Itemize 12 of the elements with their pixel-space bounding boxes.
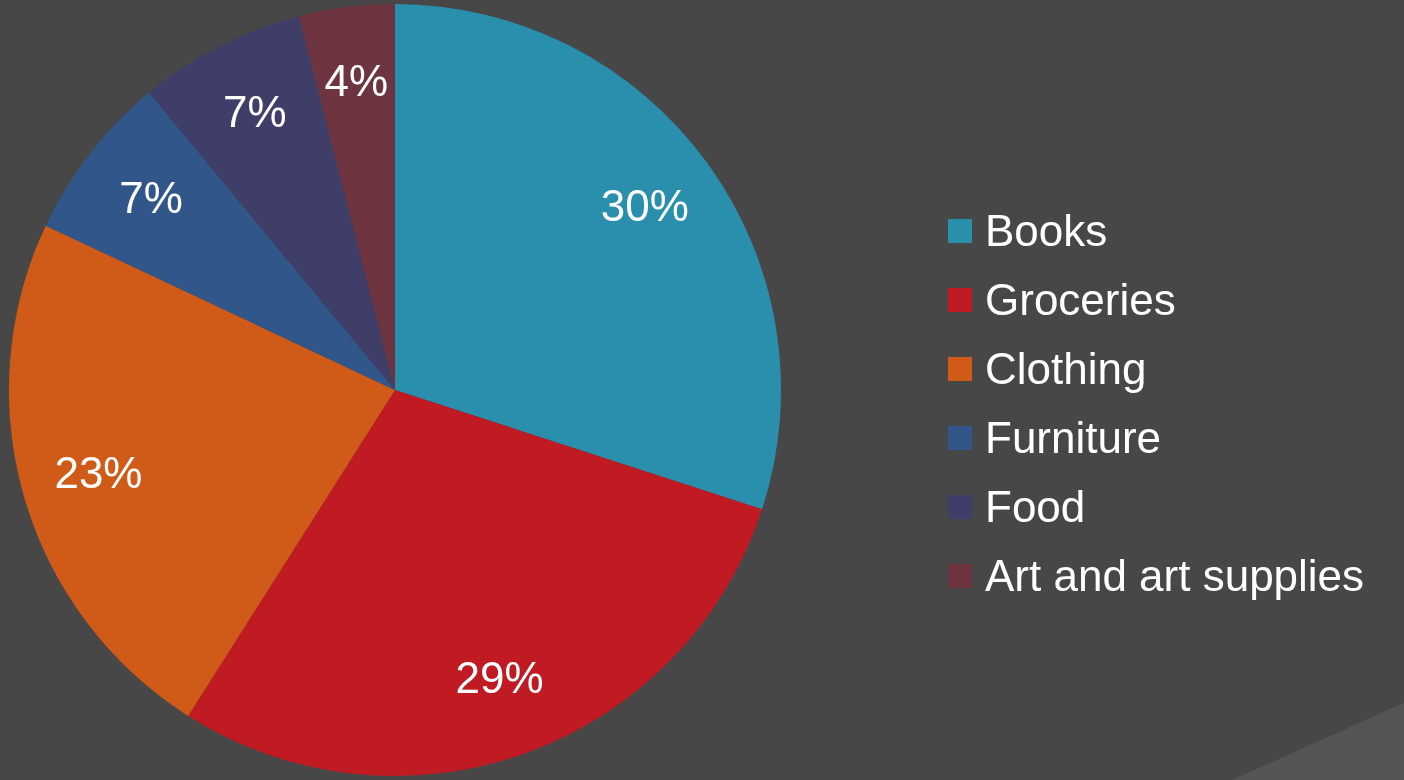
legend-label: Art and art supplies [985, 550, 1365, 602]
legend-label: Books [985, 205, 1108, 257]
legend-label: Groceries [985, 274, 1176, 326]
data-label: 29% [455, 652, 544, 702]
legend-label: Food [985, 481, 1086, 533]
legend-label: Clothing [985, 343, 1147, 395]
legend-label: Furniture [985, 412, 1162, 464]
data-label: 7% [223, 87, 287, 136]
data-label: 4% [324, 55, 389, 105]
data-label: 23% [54, 448, 143, 498]
data-label: 30% [600, 180, 689, 230]
data-label: 7% [119, 172, 183, 222]
